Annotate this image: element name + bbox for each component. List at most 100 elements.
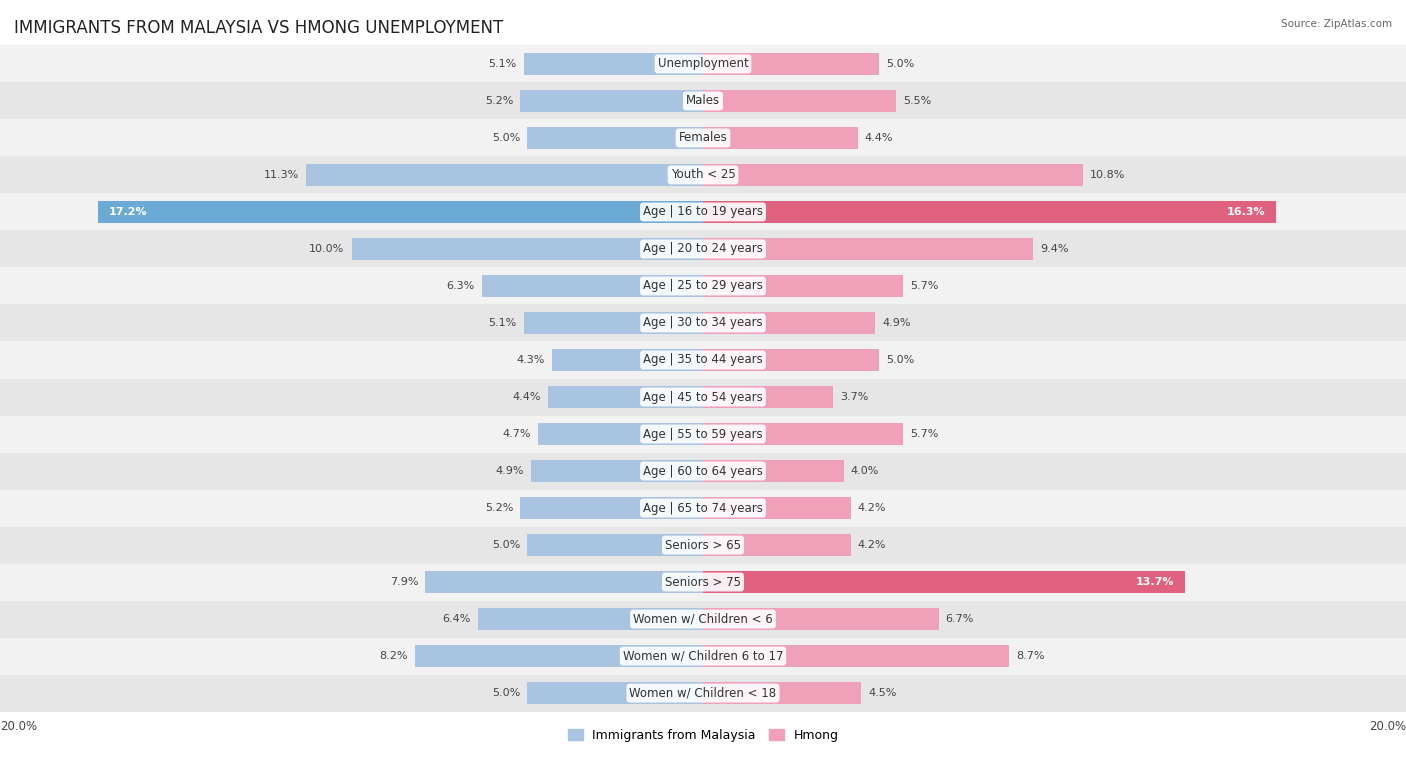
Bar (0, 416, 1406, 453)
Text: 5.7%: 5.7% (911, 281, 939, 291)
Bar (425, 571, 703, 593)
Bar (415, 645, 703, 667)
Bar (703, 53, 879, 75)
Bar (0, 527, 1406, 563)
Text: Youth < 25: Youth < 25 (671, 169, 735, 182)
Text: 5.0%: 5.0% (492, 688, 520, 698)
Text: 4.0%: 4.0% (851, 466, 879, 476)
Text: 5.0%: 5.0% (886, 355, 914, 365)
Bar (0, 600, 1406, 637)
Bar (0, 490, 1406, 527)
Text: Age | 65 to 74 years: Age | 65 to 74 years (643, 502, 763, 515)
Text: Age | 60 to 64 years: Age | 60 to 64 years (643, 465, 763, 478)
Bar (0, 157, 1406, 194)
Text: 5.7%: 5.7% (911, 429, 939, 439)
Text: 5.2%: 5.2% (485, 503, 513, 513)
Bar (0, 304, 1406, 341)
Text: 6.4%: 6.4% (443, 614, 471, 624)
Bar (0, 267, 1406, 304)
Text: Women w/ Children < 18: Women w/ Children < 18 (630, 687, 776, 699)
Text: 4.4%: 4.4% (865, 133, 893, 143)
Text: Age | 20 to 24 years: Age | 20 to 24 years (643, 242, 763, 255)
Text: 6.3%: 6.3% (446, 281, 475, 291)
Text: Seniors > 65: Seniors > 65 (665, 538, 741, 552)
Text: 4.3%: 4.3% (516, 355, 546, 365)
Bar (537, 423, 703, 445)
Bar (0, 674, 1406, 712)
Text: 10.8%: 10.8% (1090, 170, 1125, 180)
Bar (0, 194, 1406, 230)
Bar (0, 378, 1406, 416)
Bar (703, 349, 879, 371)
Text: Women w/ Children < 6: Women w/ Children < 6 (633, 612, 773, 625)
Text: 4.5%: 4.5% (869, 688, 897, 698)
Bar (703, 423, 904, 445)
Bar (0, 83, 1406, 120)
Bar (703, 127, 858, 149)
Text: Unemployment: Unemployment (658, 58, 748, 70)
Bar (703, 608, 939, 630)
Bar (703, 497, 851, 519)
Text: 10.0%: 10.0% (309, 244, 344, 254)
Text: Source: ZipAtlas.com: Source: ZipAtlas.com (1281, 19, 1392, 29)
Text: Age | 30 to 34 years: Age | 30 to 34 years (643, 316, 763, 329)
Text: 5.5%: 5.5% (904, 96, 932, 106)
Bar (551, 349, 703, 371)
Bar (703, 682, 860, 704)
Text: 11.3%: 11.3% (263, 170, 299, 180)
Text: 4.2%: 4.2% (858, 540, 886, 550)
Bar (0, 230, 1406, 267)
Bar (0, 45, 1406, 83)
Bar (703, 571, 1184, 593)
Text: Age | 25 to 29 years: Age | 25 to 29 years (643, 279, 763, 292)
Text: 5.1%: 5.1% (488, 318, 517, 328)
Bar (478, 608, 703, 630)
Text: 17.2%: 17.2% (110, 207, 148, 217)
Bar (307, 164, 703, 186)
Bar (98, 201, 703, 223)
Text: 5.0%: 5.0% (492, 133, 520, 143)
Text: 16.3%: 16.3% (1227, 207, 1265, 217)
Bar (352, 238, 703, 260)
Text: 3.7%: 3.7% (841, 392, 869, 402)
Bar (0, 453, 1406, 490)
Text: 4.7%: 4.7% (502, 429, 531, 439)
Bar (527, 682, 703, 704)
Bar (524, 53, 703, 75)
Bar (0, 120, 1406, 157)
Bar (703, 645, 1010, 667)
Text: 20.0%: 20.0% (1369, 720, 1406, 734)
Text: 4.2%: 4.2% (858, 503, 886, 513)
Bar (703, 201, 1277, 223)
Bar (524, 312, 703, 334)
Bar (703, 386, 832, 408)
Text: 4.4%: 4.4% (513, 392, 541, 402)
Text: IMMIGRANTS FROM MALAYSIA VS HMONG UNEMPLOYMENT: IMMIGRANTS FROM MALAYSIA VS HMONG UNEMPL… (14, 19, 503, 37)
Text: Age | 35 to 44 years: Age | 35 to 44 years (643, 354, 763, 366)
Bar (548, 386, 703, 408)
Text: 5.2%: 5.2% (485, 96, 513, 106)
Text: 20.0%: 20.0% (0, 720, 37, 734)
Text: 7.9%: 7.9% (389, 577, 419, 587)
Text: 5.1%: 5.1% (488, 59, 517, 69)
Bar (703, 460, 844, 482)
Text: 13.7%: 13.7% (1136, 577, 1174, 587)
Text: 4.9%: 4.9% (495, 466, 524, 476)
Bar (527, 127, 703, 149)
Text: 6.7%: 6.7% (945, 614, 974, 624)
Text: Males: Males (686, 95, 720, 107)
Text: 5.0%: 5.0% (886, 59, 914, 69)
Bar (703, 534, 851, 556)
Legend: Immigrants from Malaysia, Hmong: Immigrants from Malaysia, Hmong (562, 724, 844, 747)
Bar (520, 497, 703, 519)
Bar (0, 341, 1406, 378)
Text: Women w/ Children 6 to 17: Women w/ Children 6 to 17 (623, 650, 783, 662)
Bar (703, 275, 904, 297)
Text: 8.2%: 8.2% (380, 651, 408, 661)
Text: Females: Females (679, 132, 727, 145)
Bar (703, 238, 1033, 260)
Text: 5.0%: 5.0% (492, 540, 520, 550)
Bar (703, 312, 875, 334)
Text: Age | 45 to 54 years: Age | 45 to 54 years (643, 391, 763, 403)
Text: Age | 16 to 19 years: Age | 16 to 19 years (643, 205, 763, 219)
